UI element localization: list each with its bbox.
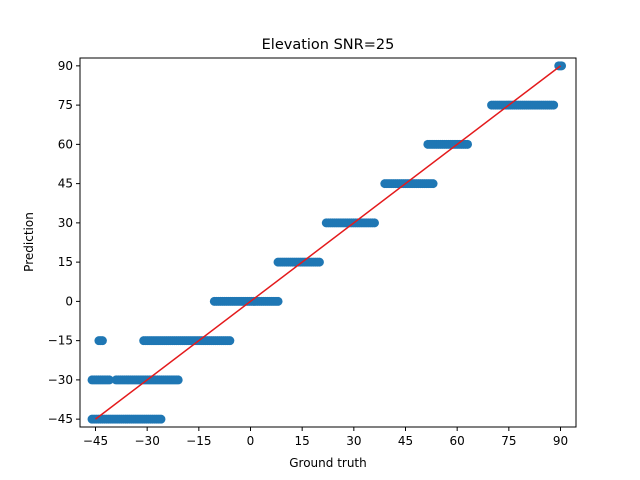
y-tick-label: 60 bbox=[58, 137, 73, 151]
y-tick-label: 45 bbox=[58, 177, 73, 191]
y-tick-label: 90 bbox=[58, 59, 73, 73]
x-tick-label: 45 bbox=[398, 434, 413, 448]
data-point bbox=[428, 179, 438, 189]
data-point bbox=[104, 375, 114, 385]
data-point bbox=[370, 218, 379, 228]
y-tick-label: 30 bbox=[58, 216, 73, 230]
data-point bbox=[557, 61, 567, 71]
y-tick-label: 75 bbox=[58, 98, 73, 112]
y-tick-label: −30 bbox=[48, 373, 73, 387]
y-tick-label: 0 bbox=[65, 294, 73, 308]
chart-title: Elevation SNR=25 bbox=[262, 37, 395, 53]
x-tick-label: −15 bbox=[186, 434, 211, 448]
x-tick-label: 15 bbox=[295, 434, 310, 448]
x-tick-label: 60 bbox=[450, 434, 465, 448]
data-point bbox=[173, 375, 183, 385]
data-point bbox=[549, 100, 559, 110]
reference-line bbox=[95, 65, 561, 420]
y-tick-label: 15 bbox=[58, 255, 73, 269]
x-tick-label: 90 bbox=[553, 434, 568, 448]
x-tick-label: 75 bbox=[501, 434, 516, 448]
x-tick-label: 0 bbox=[247, 434, 255, 448]
x-tick-label: −30 bbox=[135, 434, 160, 448]
data-point bbox=[273, 296, 283, 306]
data-point bbox=[156, 414, 166, 424]
data-point bbox=[463, 139, 472, 149]
y-tick-label: −45 bbox=[48, 412, 73, 426]
y-axis: −45 −30 −15 0 15 30 45 60 75 90 bbox=[48, 59, 80, 426]
x-tick-label: −45 bbox=[83, 434, 108, 448]
data-point bbox=[225, 336, 235, 346]
x-tick-label: 30 bbox=[346, 434, 361, 448]
data-point bbox=[97, 336, 107, 346]
data-point bbox=[314, 257, 324, 267]
plot-frame bbox=[79, 57, 577, 428]
y-tick-label: −15 bbox=[48, 334, 73, 348]
plot-area bbox=[87, 61, 567, 424]
x-axis-title: Ground truth bbox=[289, 456, 367, 470]
x-axis: −45 −30 −15 0 15 30 45 60 75 90 bbox=[83, 427, 568, 448]
y-axis-title: Prediction bbox=[22, 212, 36, 272]
